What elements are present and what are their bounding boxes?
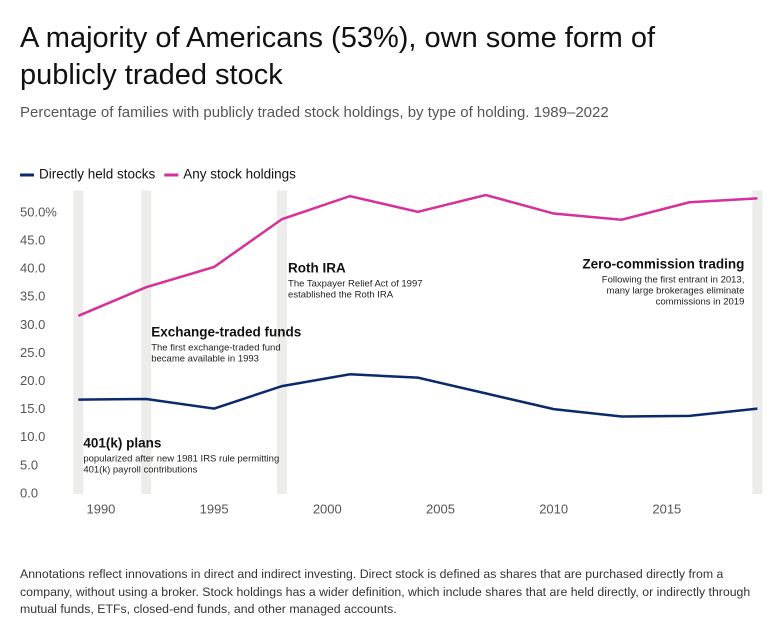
annotation-band: [141, 190, 152, 494]
annotation-title: Exchange-traded funds: [151, 325, 301, 340]
annotation-text: many large brokerages eliminate: [607, 286, 745, 297]
x-tick-label: 1995: [200, 501, 229, 516]
annotation-text: The Taxpayer Relief Act of 1997: [288, 279, 423, 290]
legend-label: Any stock holdings: [183, 167, 296, 182]
annotation-text: 401(k) payroll contributions: [83, 465, 197, 476]
y-tick-label: 20.0: [20, 373, 45, 388]
annotation-band: [73, 190, 84, 494]
annotation-band: [277, 190, 288, 494]
chart-title: A majority of Americans (53%), own some …: [20, 22, 655, 91]
footnote: Annotations reflect innovations in direc…: [20, 567, 751, 616]
data-line: [78, 373, 758, 418]
y-tick-label: 0.0: [20, 485, 38, 500]
x-tick-label: 2000: [313, 501, 342, 516]
y-tick-label: 50.0%: [20, 204, 57, 219]
annotation-band: [752, 190, 763, 494]
y-tick-label: 10.0: [20, 429, 45, 444]
data-line: [77, 193, 758, 317]
chart: 0.0 5.0 10.0 15.0 20.0 25.0 30.0 35.0 40.0 45.0 50…: [20, 167, 763, 516]
annotation-text: commissions in 2019: [656, 297, 745, 308]
x-tick-label: 1990: [86, 501, 115, 516]
annotation-text: established the Roth IRA: [288, 290, 394, 301]
legend-label: Directly held stocks: [39, 167, 156, 182]
x-tick-label: 2005: [426, 501, 455, 516]
y-tick-label: 40.0: [20, 261, 45, 276]
annotation-title: Roth IRA: [288, 261, 346, 276]
y-tick-label: 25.0: [20, 345, 45, 360]
y-tick-label: 45.0: [20, 233, 45, 248]
y-tick-label: 35.0: [20, 289, 45, 304]
annotation-text: popularized after new 1981 IRS rule perm…: [83, 454, 279, 465]
annotation-title: 401(k) plans: [83, 436, 161, 451]
y-tick-label: 15.0: [20, 401, 45, 416]
x-tick-label: 2015: [652, 501, 681, 516]
y-tick-label: 30.0: [20, 317, 45, 332]
x-tick-label: 2010: [539, 501, 568, 516]
chart-subtitle: Percentage of families with publicly tra…: [20, 104, 609, 121]
annotation-text: The first exchange-traded fund: [151, 343, 280, 354]
y-tick-label: 5.0: [20, 457, 38, 472]
annotation-text: Following the first entrant in 2013,: [602, 275, 745, 286]
annotation-title: Zero-commission trading: [582, 257, 744, 272]
annotation-text: became available in 1993: [151, 354, 259, 365]
